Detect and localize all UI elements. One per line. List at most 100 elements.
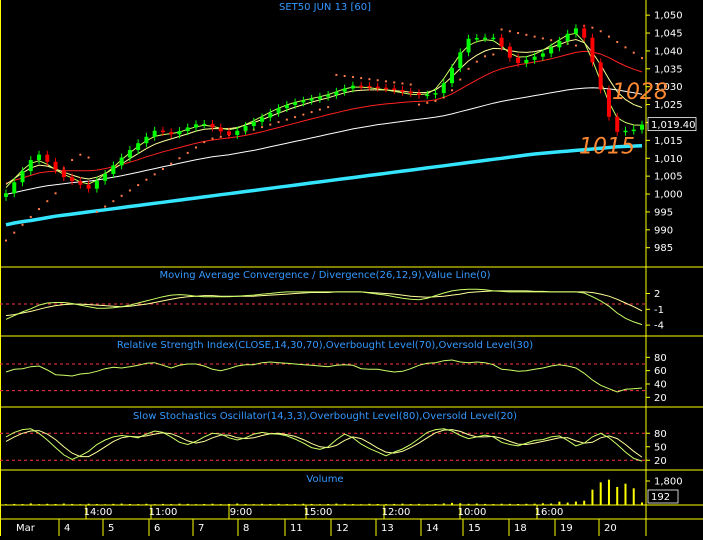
sar-dot: [13, 231, 16, 234]
sar-dot: [541, 37, 544, 40]
volume-bar: [459, 503, 462, 505]
volume-bar: [13, 503, 16, 505]
sar-dot: [5, 239, 7, 242]
price-y-axis: 1,0501,0451,0401,0351,0301,0251,0201,015…: [646, 11, 683, 254]
candle-body: [342, 88, 347, 92]
indicator-tick-label: 40: [654, 380, 667, 391]
price-tick-label: 995: [654, 207, 673, 218]
volume-bar: [467, 503, 470, 505]
sar-dot: [318, 108, 321, 111]
date-label: 6: [154, 523, 160, 534]
volume-bar: [607, 479, 610, 505]
sar-dot: [500, 28, 503, 31]
indicator-tick-label: 2: [654, 289, 660, 300]
sar-dot: [393, 81, 396, 84]
candle-body: [86, 184, 91, 189]
sar-dot: [591, 26, 594, 29]
rsi-panel: 80 60 40 20: [0, 353, 667, 404]
price-tick-label: 1,040: [654, 46, 683, 57]
price-candles: [4, 24, 644, 201]
indicator-tick-label: 80: [654, 429, 667, 440]
price-tick-label: 1,015: [654, 136, 683, 147]
candle-body: [218, 127, 223, 132]
last-price-marker: 1,019.40: [647, 117, 697, 131]
volume-bar: [442, 503, 445, 505]
candle-body: [383, 87, 388, 90]
volume-bar: [641, 502, 643, 505]
volume-last-box: [647, 489, 679, 504]
sar-dot: [451, 89, 454, 92]
sar-dot: [21, 223, 24, 226]
candle-body: [235, 130, 240, 135]
volume-bar: [145, 503, 148, 505]
volume-bar: [54, 504, 57, 505]
indicator-tick-label: 80: [654, 353, 667, 364]
macd-panel: 2 -1 -4: [0, 288, 664, 332]
candle-body: [103, 173, 108, 181]
candle-body: [441, 83, 446, 94]
candle-body: [532, 56, 537, 60]
date-label: 4: [64, 523, 70, 534]
candle-body: [301, 100, 306, 103]
candle-body: [573, 28, 578, 34]
volume-bar: [203, 504, 206, 505]
volume-bar: [351, 504, 354, 505]
sar-dot: [219, 135, 222, 138]
candle-body: [557, 40, 562, 48]
candle-body: [136, 143, 141, 151]
time-label: 16:00: [535, 507, 564, 518]
candle-body: [483, 37, 488, 40]
sar-dot: [170, 162, 173, 165]
volume-bar: [318, 504, 321, 505]
candle-body: [350, 85, 355, 89]
candle-body: [491, 37, 496, 40]
date-label: 18: [514, 523, 527, 534]
indicator-tick-label: -4: [654, 321, 664, 332]
volume-bar: [236, 503, 239, 505]
volume-bar: [624, 483, 627, 505]
volume-bar: [170, 504, 173, 505]
candle-body: [367, 85, 372, 88]
candle-body: [243, 126, 248, 131]
last-price-label: 1,019.40: [651, 120, 696, 131]
sar-dot: [632, 51, 635, 54]
date-label: 13: [381, 523, 394, 534]
candle-body: [549, 47, 554, 54]
volume-bar: [550, 503, 553, 505]
volume-bar: [153, 504, 156, 505]
volume-bar: [104, 504, 107, 505]
sar-dot: [211, 137, 214, 140]
candle-body: [623, 130, 628, 133]
volume-bar: [87, 503, 90, 505]
candle-body: [507, 46, 512, 58]
sar-dot: [203, 141, 206, 144]
x-axis: 14:00 11:00 9:00 15:00 12:00 10:00 16:00 Mar 4 5 6…: [16, 505, 617, 536]
date-label: 5: [108, 523, 114, 534]
sar-dot: [467, 67, 470, 70]
sar-dot: [29, 215, 32, 218]
sar-dot: [641, 57, 643, 60]
sar-dot: [434, 100, 437, 103]
candle-body: [540, 53, 545, 57]
volume-bar: [285, 504, 288, 505]
candle-body: [433, 93, 438, 95]
volume-bar: [219, 504, 222, 505]
volume-bar: [244, 504, 247, 505]
ma-long-line: [5, 87, 643, 195]
candle-body: [193, 124, 198, 128]
volume-bar: [426, 504, 429, 505]
price-tick-label: 1,025: [654, 100, 683, 111]
annotation-1015: 1015: [579, 134, 635, 159]
sar-dot: [95, 210, 98, 213]
volume-bar: [533, 503, 536, 505]
sar-dot: [599, 30, 602, 33]
candle-body: [408, 91, 413, 94]
volume-bar: [484, 503, 487, 505]
macd-title: Moving Average Convergence / Divergence(…: [160, 270, 491, 281]
candle-body: [37, 154, 42, 161]
volume-bar: [541, 503, 544, 505]
annotation-1028: 1028: [612, 80, 668, 105]
price-tick-label: 1,000: [654, 190, 683, 201]
